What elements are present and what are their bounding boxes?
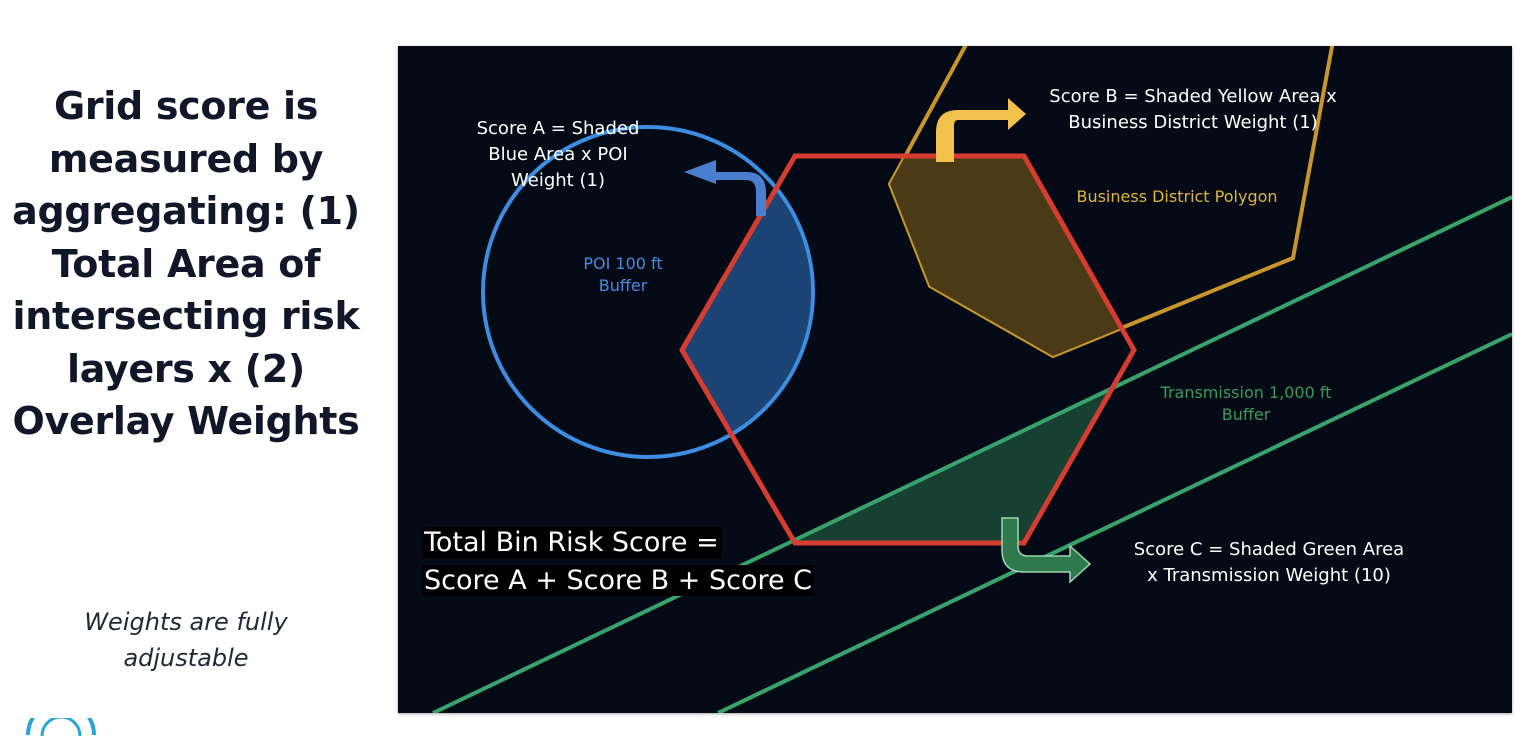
score-b-line: Business District Weight (1) [1068,112,1318,133]
headline-line: layers x (2) [67,346,305,391]
poi-buffer-circle [481,125,815,459]
score-c-line: Score C = Shaded Green Area [1133,539,1405,560]
green-shaded-area [682,197,1134,543]
score-c-label: Score C = Shaded Green Area x Transmissi… [1104,537,1434,589]
score-b-line: Score B = Shaded Yellow Area x [1049,86,1337,107]
transmission-label-line: Transmission 1,000 ft [1160,383,1332,402]
risk-diagram: Score A = Shaded Blue Area x POI Weight … [398,46,1512,713]
total-line: Score A + Score B + Score C [422,565,815,596]
headline-block: Grid score is measured by aggregating: (… [0,80,372,448]
weights-note: Weights are fully adjustable [30,604,342,676]
headline-line: Grid score is [53,84,319,128]
score-a-line: Weight (1) [511,170,605,191]
headline-line: aggregating: (1) [12,189,360,233]
headline-line: measured by [48,136,324,181]
transmission-buffer-label: Transmission 1,000 ft Buffer [1138,382,1354,426]
score-a-line: Blue Area x POI [488,144,628,165]
headline-line: intersecting risk [12,294,360,338]
brand-logo-icon [26,718,96,736]
business-district-label: Business District Polygon [1076,187,1278,206]
total-line: Total Bin Risk Score = [422,527,721,558]
diagram-canvas [432,46,1512,713]
arrow-a-icon [684,160,766,216]
arrow-b-icon [936,98,1026,162]
poi-label-line: POI 100 ft [583,254,663,273]
score-a-line: Score A = Shaded [476,118,640,139]
score-b-label: Score B = Shaded Yellow Area x Business … [1018,84,1368,136]
note-line: Weights are fully [84,608,288,636]
total-score-label: Total Bin Risk Score = Score A + Score B… [422,524,815,600]
poi-label-line: Buffer [598,276,648,295]
headline-line: Overlay Weights [12,399,360,443]
poi-buffer-label: POI 100 ft Buffer [548,253,698,297]
transmission-lower-line [717,332,1512,713]
hexagon-bin [679,153,1137,546]
score-a-label: Score A = Shaded Blue Area x POI Weight … [438,116,678,194]
headline-line: Total Area of [51,241,321,286]
arrow-c-icon [1001,517,1092,584]
transmission-upper-line [432,195,1512,713]
transmission-label-line: Buffer [1221,405,1271,424]
note-line: adjustable [123,644,249,672]
score-c-line: x Transmission Weight (10) [1147,565,1391,586]
